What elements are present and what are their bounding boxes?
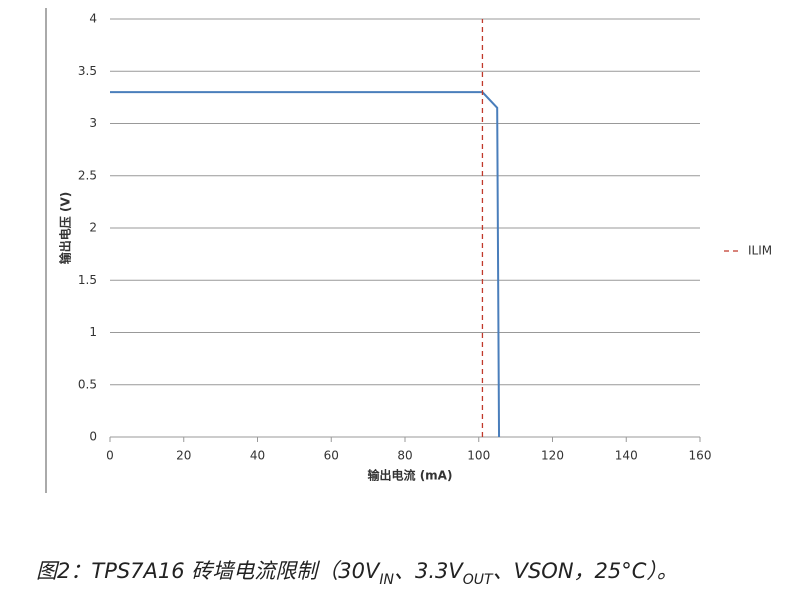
- legend-label: ILIM: [748, 244, 772, 258]
- caption-part: 图2：TPS7A16 砖墙电流限制（30V: [36, 559, 381, 583]
- x-tick-label: 120: [541, 449, 564, 463]
- y-tick-label: 1.5: [78, 273, 97, 287]
- caption-part: IN: [379, 572, 394, 588]
- x-axis-label: 输出电流 (mA): [368, 468, 453, 483]
- y-axis-label: 输出电压 (V): [58, 192, 73, 264]
- series-line: [110, 91, 501, 438]
- x-tick-label: 80: [397, 449, 412, 463]
- caption-part: OUT: [463, 572, 494, 588]
- x-tick-label: 60: [324, 449, 339, 463]
- y-tick-label: 3.5: [78, 64, 97, 78]
- y-tick-label: 3: [89, 116, 97, 130]
- x-tick-label: 160: [689, 449, 712, 463]
- y-tick-label: 0.5: [78, 377, 97, 391]
- caption-part: 、VSON，25°C）。: [493, 559, 678, 583]
- x-tick-label: 140: [615, 449, 638, 463]
- y-tick-label: 4: [89, 12, 97, 26]
- y-tick-label: 2: [89, 221, 97, 235]
- x-tick-label: 20: [176, 449, 191, 463]
- caption-part: 、3.3V: [394, 559, 464, 583]
- y-tick-label: 0: [89, 430, 97, 444]
- y-tick-label: 1: [89, 325, 97, 339]
- x-tick-label: 0: [106, 449, 114, 463]
- x-tick-label: 40: [250, 449, 265, 463]
- x-tick-label: 100: [467, 449, 490, 463]
- y-tick-label: 2.5: [78, 168, 97, 182]
- caption: 图2：TPS7A16 砖墙电流限制（30VIN、3.3VOUT、VSON，25°…: [36, 559, 678, 588]
